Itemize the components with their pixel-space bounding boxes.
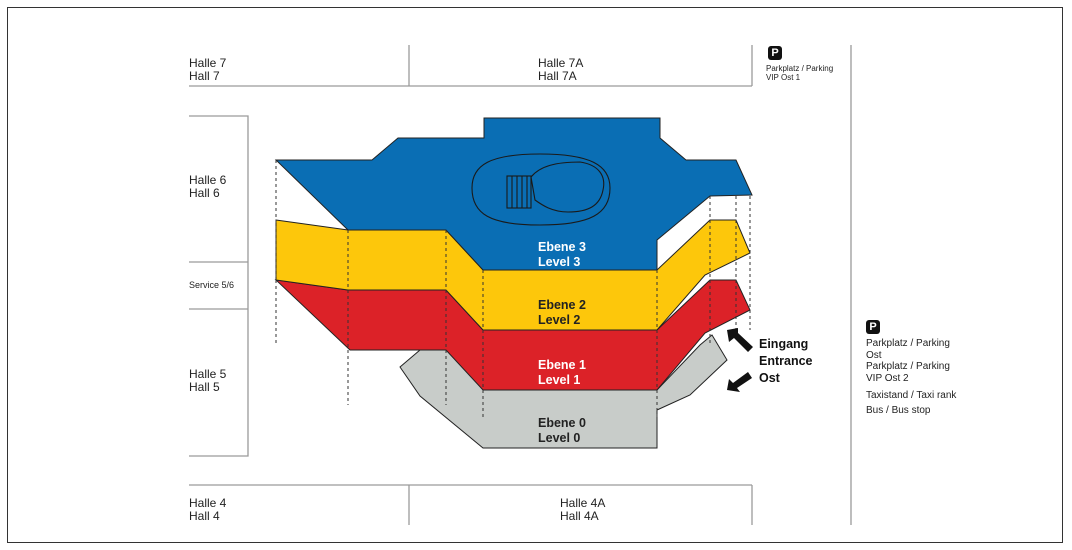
parking-icon: P (768, 46, 782, 60)
hall-4a-en: Hall 4A (560, 509, 599, 523)
hall-5-label: Halle 5 Hall 5 (189, 368, 226, 394)
hall-6-de: Halle 6 (189, 173, 227, 187)
parking-vip-ost-2-line1: Parkplatz / Parking (866, 361, 950, 372)
parking-vip-ost-2-line2: VIP Ost 2 (866, 372, 909, 384)
hall-7a-de: Halle 7A (538, 56, 584, 70)
level-1-label-de: Ebene 1 (538, 358, 586, 372)
map-frame (7, 7, 1063, 543)
hall-7-en: Hall 7 (189, 69, 220, 83)
level-2-label-en: Level 2 (538, 313, 580, 327)
service-5-6-label: Service 5/6 (189, 281, 234, 290)
right-panel-legend: Parkplatz / Parking Ost Parkplatz / Park… (866, 338, 956, 416)
parking-ost-line1: Parkplatz / Parking (866, 338, 950, 349)
hall-6-label: Halle 6 Hall 6 (189, 174, 226, 200)
hall-4-label: Halle 4 Hall 4 (189, 497, 226, 523)
parking-top-line2: VIP Ost 1 (766, 73, 801, 82)
hall-4a-label: Halle 4A Hall 4A (560, 497, 605, 523)
entrance-label-en: Entrance (759, 354, 813, 368)
taxi-rank-label: Taxistand / Taxi rank (866, 390, 957, 401)
entrance-label-name: Ost (759, 371, 781, 385)
hall-4-de: Halle 4 (189, 496, 227, 510)
level-3-floor (274, 117, 753, 271)
level-3-label-en: Level 3 (538, 255, 580, 269)
central-dome (471, 153, 611, 226)
parking-top-line1: Parkplatz / Parking (766, 64, 834, 73)
level-2-label-de: Ebene 2 (538, 298, 586, 312)
level-0-label-en: Level 0 (538, 431, 580, 445)
entrance-arrow-icon (727, 328, 753, 392)
parking-vip-ost-1-label: Parkplatz / Parking VIP Ost 1 (766, 64, 833, 82)
hall-5-en: Hall 5 (189, 380, 220, 394)
level-0-label-de: Ebene 0 (538, 416, 586, 430)
service-label: Service 5/6 (189, 280, 235, 290)
bus-stop-label: Bus / Bus stop (866, 404, 931, 416)
hall-5-de: Halle 5 (189, 367, 227, 381)
parking-icon: P (866, 320, 880, 334)
level-connector-lines (275, 160, 751, 420)
hall-4-en: Hall 4 (189, 509, 220, 523)
hall-7a-label: Halle 7A Hall 7A (538, 57, 583, 83)
entrance-label-de: Eingang (759, 337, 808, 351)
hall-7a-en: Hall 7A (538, 69, 577, 83)
parking-ost-line2: Ost (866, 349, 882, 361)
hall-7-label: Halle 7 Hall 7 (189, 57, 226, 83)
level-3-label-de: Ebene 3 (538, 240, 586, 254)
hall-6-en: Hall 6 (189, 186, 220, 200)
level-1-label-en: Level 1 (538, 373, 580, 387)
hall-7-de: Halle 7 (189, 56, 227, 70)
hall-4a-de: Halle 4A (560, 496, 606, 510)
